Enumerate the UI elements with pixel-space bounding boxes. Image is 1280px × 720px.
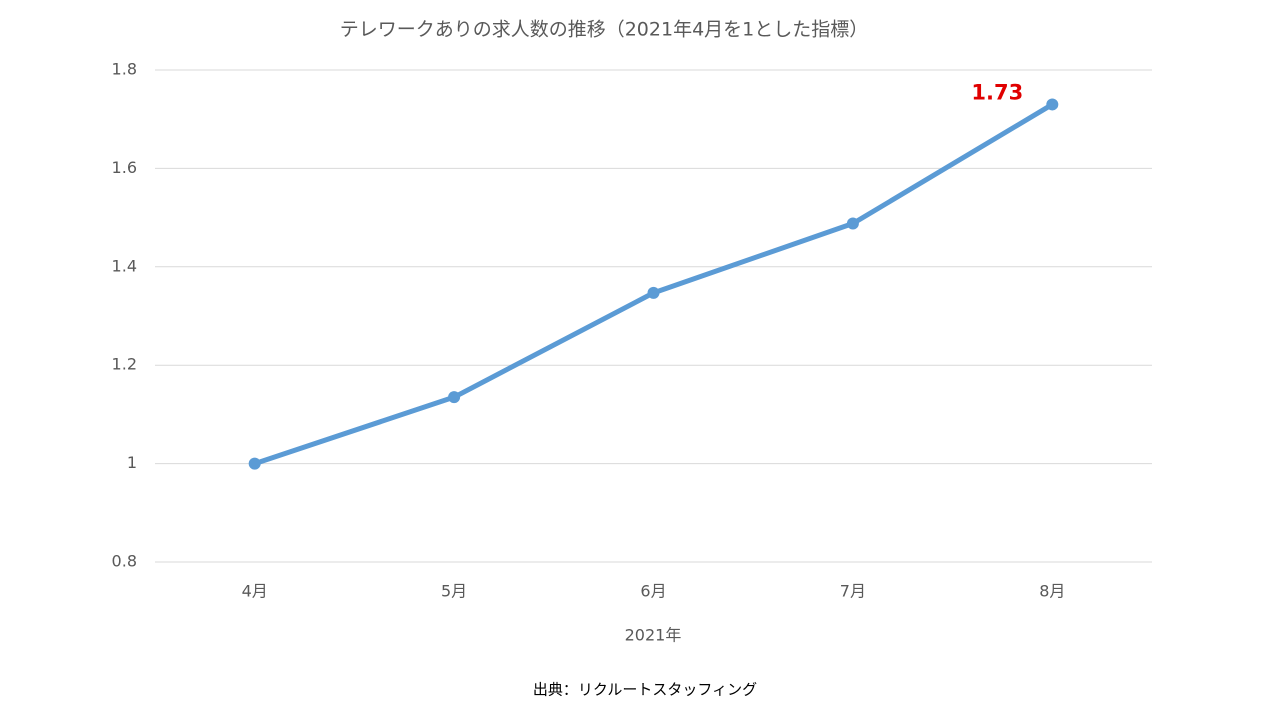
- y-tick-label: 1: [127, 453, 137, 472]
- y-tick-label: 1.4: [112, 256, 137, 275]
- x-tick-label: 4月: [242, 582, 268, 601]
- y-tick-label: 1.8: [112, 60, 137, 79]
- chart-title: テレワークありの求人数の推移（2021年4月を1とした指標）: [340, 19, 869, 41]
- point: [1046, 98, 1059, 111]
- x-axis-title: 2021年: [625, 626, 682, 645]
- x-tick-label: 5月: [441, 582, 467, 601]
- source-note: 出典：リクルートスタッフィング: [533, 681, 757, 699]
- point: [448, 391, 461, 404]
- x-tick-label: 6月: [640, 582, 666, 601]
- point: [248, 457, 261, 470]
- x-tick-label: 7月: [840, 582, 866, 601]
- y-tick-label: 1.6: [112, 158, 137, 177]
- y-tick-label: 0.8: [112, 552, 137, 571]
- y-tick-label: 1.2: [112, 355, 137, 374]
- point: [846, 217, 859, 230]
- data-label: 1.73: [971, 80, 1023, 104]
- point: [647, 286, 660, 299]
- x-tick-label: 8月: [1039, 582, 1065, 601]
- line: [253, 102, 1054, 466]
